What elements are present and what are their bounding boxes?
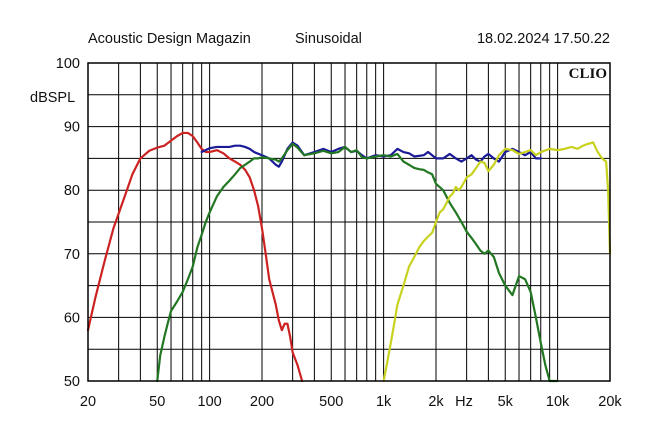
x-tick-label: 100	[198, 394, 222, 410]
x-tick-label: 20	[80, 394, 96, 410]
y-axis-label: dBSPL	[30, 90, 75, 106]
series-line-1	[86, 131, 304, 383]
x-tick-label: 1k	[376, 394, 392, 410]
y-tick-label: 60	[64, 310, 80, 326]
x-tick-label: 50	[149, 394, 165, 410]
x-tick-label: 500	[319, 394, 343, 410]
x-axis-unit: Hz	[455, 394, 473, 410]
y-tick-label: 80	[64, 183, 80, 199]
chart-mode: Sinusoidal	[295, 31, 362, 47]
chart-datetime: 18.02.2024 17.50.22	[477, 31, 610, 47]
grid	[88, 63, 610, 381]
y-tick-label: 70	[64, 247, 80, 263]
clio-logo: CLIO	[569, 66, 607, 82]
y-tick-label: 90	[64, 120, 80, 136]
x-tick-label: 200	[250, 394, 274, 410]
x-tick-label: 5k	[498, 394, 514, 410]
y-tick-label: 100	[56, 56, 80, 72]
series-line-2	[200, 141, 542, 168]
x-tick-label: 2k	[428, 394, 444, 410]
x-tick-labels: 20 50 100 200 500 1k 2k 5k 10k 20k	[80, 394, 623, 410]
y-tick-labels: 50 60 70 80 90 100	[56, 56, 80, 390]
x-tick-label: 20k	[598, 394, 622, 410]
x-tick-label: 10k	[546, 394, 570, 410]
chart-source: Acoustic Design Magazin	[88, 31, 251, 47]
plot-frame	[87, 62, 611, 382]
y-tick-label: 50	[64, 374, 80, 390]
curves	[86, 131, 612, 383]
series-line-4	[382, 141, 612, 383]
series-line-3	[156, 142, 559, 383]
